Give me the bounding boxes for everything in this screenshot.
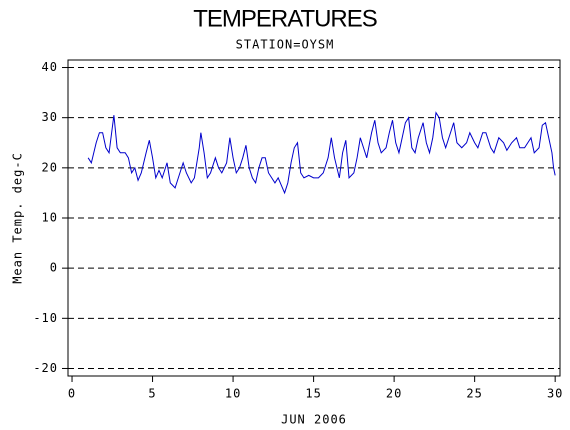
x-tick-label: 25 [466,387,482,401]
y-tick-label: 0 [50,261,58,275]
chart-subtitle: STATION=OYSM [236,38,335,52]
chart-title: TEMPERATURES [193,5,377,32]
y-tick-label: 10 [42,211,58,225]
x-tick-label: 15 [305,387,321,401]
data-line [87,111,556,195]
x-tick-label: 5 [148,387,156,401]
y-axis-label: Mean Temp. deg-C [11,152,25,284]
y-tick-label: 30 [42,110,58,124]
y-tick-label: -10 [33,311,58,325]
x-tick-label: 10 [225,387,241,401]
y-tick-label: 20 [42,160,58,174]
y-tick-label: 40 [42,60,58,74]
y-tick-label: -20 [33,361,58,375]
x-tick-label: 20 [386,387,402,401]
x-axis-label: JUN 2006 [281,413,347,427]
x-tick-label: 0 [68,387,76,401]
x-tick-label: 30 [547,387,563,401]
